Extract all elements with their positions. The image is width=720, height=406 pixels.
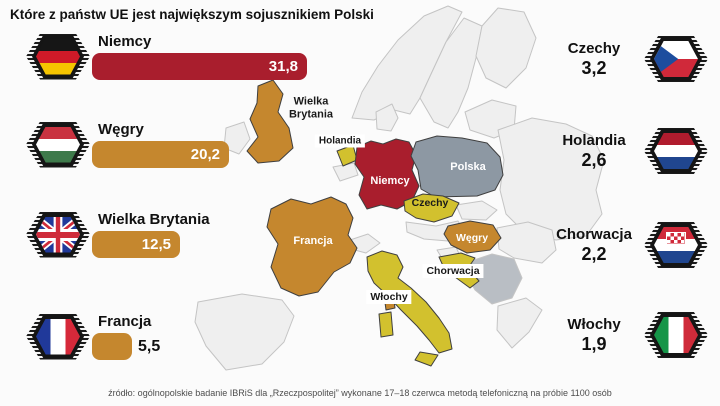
map-greece bbox=[496, 297, 543, 349]
map-label-netherlands: Holandia bbox=[314, 134, 366, 148]
map-romania bbox=[496, 221, 557, 264]
country-label: Włochy bbox=[567, 315, 621, 333]
country-value: 1,9 bbox=[581, 333, 607, 354]
country-label: Węgry bbox=[98, 121, 144, 138]
map-finland bbox=[475, 7, 537, 89]
map-label-germany: Niemcy bbox=[370, 175, 410, 187]
map-label-poland: Polska bbox=[450, 161, 486, 173]
map-slovakia bbox=[455, 200, 498, 221]
italy-flag-icon bbox=[654, 317, 698, 353]
map-sweden bbox=[419, 17, 483, 129]
france-flag-badge bbox=[26, 313, 90, 360]
country-label: Francja bbox=[98, 313, 152, 330]
country-value: 3,2 bbox=[581, 57, 607, 78]
map-hungary bbox=[443, 220, 502, 254]
germany-flag-badge bbox=[26, 33, 90, 80]
map-east-europe bbox=[497, 117, 605, 241]
map-france bbox=[266, 196, 358, 297]
netherlands-flag-icon bbox=[654, 133, 698, 169]
country-label: Holandia bbox=[562, 131, 626, 149]
map-denmark bbox=[375, 103, 399, 132]
country-label: Niemcy bbox=[98, 33, 152, 50]
country-value: 12,5 bbox=[141, 236, 171, 253]
page-title: Które z państw UE jest największym sojus… bbox=[10, 7, 374, 22]
bar-wielka-brytania: 12,5 bbox=[92, 231, 180, 258]
czechia-flag-badge bbox=[644, 36, 708, 82]
country-value: 5,5 bbox=[138, 337, 161, 355]
ally-row-francja: Francja 5,5 bbox=[26, 313, 160, 360]
hungary-flag-icon bbox=[36, 126, 80, 163]
country-value: 31,8 bbox=[268, 58, 298, 75]
map-label-uk: Wielka Brytania bbox=[288, 95, 334, 120]
croatia-flag-badge bbox=[644, 222, 708, 268]
map-czechia bbox=[403, 193, 460, 223]
map-sardinia bbox=[378, 311, 394, 338]
source-note: źródło: ogólnopolskie badanie IBRiS dla … bbox=[108, 388, 612, 398]
map-label-france: Francja bbox=[293, 235, 333, 247]
uk-flag-icon bbox=[36, 216, 80, 253]
netherlands-flag-badge bbox=[644, 128, 708, 174]
ally-row-czechy: Czechy 3,2 bbox=[552, 36, 708, 82]
ally-row-wlochy: Włochy 1,9 bbox=[552, 312, 708, 358]
map-iberia bbox=[194, 293, 295, 371]
germany-flag-icon bbox=[36, 38, 80, 75]
country-value: 2,2 bbox=[581, 243, 607, 264]
ally-row-niemcy: Niemcy 31,8 bbox=[26, 33, 307, 80]
ally-row-holandia: Holandia 2,6 bbox=[552, 128, 708, 174]
bar-francja bbox=[92, 333, 132, 360]
map-label-italy: Włochy bbox=[366, 290, 412, 304]
uk-flag-badge bbox=[26, 211, 90, 258]
croatia-flag-icon bbox=[654, 227, 698, 263]
map-label-hungary: Węgry bbox=[455, 232, 489, 244]
map-belgium bbox=[332, 162, 359, 182]
map-label-croatia: Chorwacja bbox=[422, 264, 484, 278]
bar-wegry: 20,2 bbox=[92, 141, 229, 168]
ally-row-wegry: Węgry 20,2 bbox=[26, 121, 229, 168]
country-label: Wielka Brytania bbox=[98, 211, 210, 228]
map-uk bbox=[246, 79, 294, 164]
italy-flag-badge bbox=[644, 312, 708, 358]
map-poland bbox=[410, 135, 504, 198]
country-value: 2,6 bbox=[581, 149, 607, 170]
croatia-checkerboard bbox=[666, 232, 686, 245]
ally-row-wielka-brytania: Wielka Brytania 12,5 bbox=[26, 211, 210, 258]
country-label: Czechy bbox=[567, 39, 621, 57]
france-flag-icon bbox=[36, 318, 80, 355]
bar-niemcy: 31,8 bbox=[92, 53, 307, 80]
map-label-czechia: Czechy bbox=[411, 197, 449, 209]
hungary-flag-badge bbox=[26, 121, 90, 168]
map-germany bbox=[354, 138, 420, 210]
map-sicily bbox=[414, 351, 439, 367]
map-norway bbox=[351, 5, 463, 121]
ally-row-chorwacja: Chorwacja 2,2 bbox=[552, 222, 708, 268]
country-value: 20,2 bbox=[190, 146, 220, 163]
country-label: Chorwacja bbox=[556, 225, 632, 243]
